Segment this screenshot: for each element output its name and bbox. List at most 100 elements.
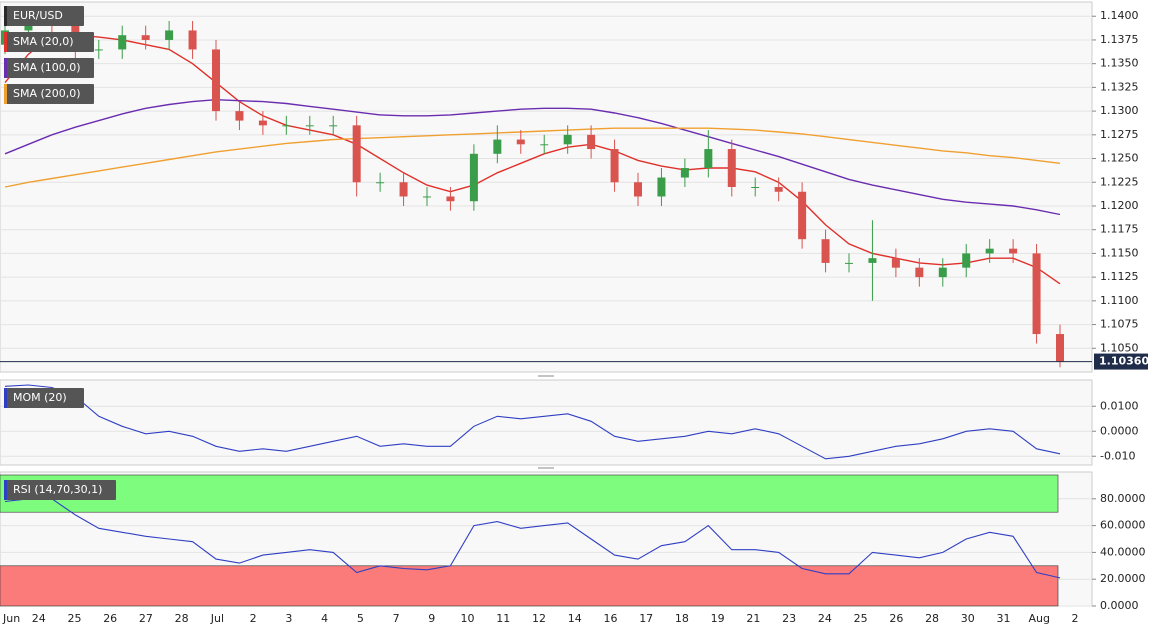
- x-tick-label: 31: [997, 612, 1011, 625]
- candle-body: [915, 267, 924, 278]
- x-tick-label: 10: [461, 612, 475, 625]
- y-tick-label: 1.1350: [1100, 57, 1139, 70]
- x-tick-label: 17: [639, 612, 653, 625]
- indicator-line: [4, 384, 1061, 460]
- x-tick-label: 23: [782, 612, 796, 625]
- x-tick-label: 24: [818, 612, 832, 625]
- x-tick-label: 27: [139, 612, 153, 625]
- legend-swatch: [4, 58, 7, 78]
- candle-body: [235, 111, 244, 121]
- x-tick-label: Aug: [1029, 612, 1050, 625]
- y-tick-label: 1.1325: [1100, 80, 1139, 93]
- price-panel: [0, 1, 1093, 373]
- legend-label: SMA (100,0): [13, 61, 81, 74]
- overbought-zone: [0, 474, 1059, 513]
- candle-body: [1056, 334, 1064, 362]
- y-tick-label: 0.0100: [1100, 399, 1139, 412]
- candle-body: [1009, 248, 1018, 254]
- x-tick-label: 30: [961, 612, 975, 625]
- legend-label: SMA (20,0): [13, 35, 74, 48]
- legend-label: MOM (20): [13, 391, 67, 404]
- sma-line: [4, 127, 1061, 188]
- y-tick-label: -0.010: [1100, 449, 1135, 462]
- x-tick-label: 19: [711, 612, 725, 625]
- candle-body: [891, 258, 900, 268]
- candle-body: [845, 262, 853, 264]
- x-tick-label: 11: [496, 612, 510, 625]
- candle-body: [376, 182, 385, 184]
- legend-item: RSI (14,70,30,1): [4, 480, 116, 500]
- legend-box: [4, 480, 116, 500]
- legend-swatch: [4, 6, 7, 26]
- x-tick-label: 18: [675, 612, 689, 625]
- candle-body: [282, 125, 291, 127]
- candle-body: [141, 35, 150, 40]
- legend-item: SMA (200,0): [4, 84, 94, 104]
- x-tick-label: 5: [357, 612, 364, 625]
- candle-body: [212, 49, 220, 112]
- candle-body: [540, 144, 549, 146]
- candle-body: [798, 191, 807, 240]
- candle-body: [563, 134, 572, 145]
- candle-body: [727, 149, 736, 187]
- x-tick-label: 28: [175, 612, 189, 625]
- x-tick-label: 26: [103, 612, 117, 625]
- y-tick-label: 0.0000: [1100, 424, 1139, 437]
- y-tick-label: 20.0000: [1100, 572, 1146, 585]
- legend-swatch: [4, 480, 7, 500]
- oversold-zone: [0, 565, 1059, 607]
- candle-body: [680, 168, 689, 178]
- x-tick-label: 25: [67, 612, 81, 625]
- legend-swatch: [4, 32, 7, 52]
- x-tick-label: 16: [603, 612, 617, 625]
- candle-body: [962, 253, 971, 268]
- legend-swatch: [4, 84, 7, 104]
- y-tick-label: 40.0000: [1100, 545, 1146, 558]
- y-tick-label: 1.1400: [1100, 9, 1139, 22]
- y-tick-label: 1.1225: [1100, 175, 1139, 188]
- sma-line: [4, 98, 1061, 216]
- sma-line: [4, 34, 1061, 285]
- candle-body: [165, 30, 174, 40]
- candle-body: [938, 267, 947, 278]
- candle-body: [587, 134, 596, 150]
- y-tick-label: 1.1250: [1100, 152, 1139, 165]
- x-tick-label: 7: [393, 612, 400, 625]
- candle-body: [399, 182, 408, 197]
- candle-body: [352, 125, 361, 183]
- x-tick-label: Jul: [210, 612, 224, 625]
- y-tick-label: 0.0000: [1100, 599, 1139, 612]
- mom-panel: [0, 379, 1093, 466]
- legend-label: SMA (200,0): [13, 87, 81, 100]
- candle-body: [985, 248, 994, 254]
- candle-body: [704, 149, 713, 169]
- candle-body: [868, 258, 877, 263]
- y-tick-label: 1.1100: [1100, 294, 1139, 307]
- legend-item: SMA (20,0): [4, 32, 94, 52]
- candle-body: [493, 139, 502, 154]
- candle-body: [258, 120, 267, 126]
- y-tick-label: 60.0000: [1100, 519, 1146, 532]
- candle-body: [423, 196, 431, 198]
- candle-body: [610, 149, 619, 183]
- candle-body: [657, 177, 666, 197]
- x-tick-label: 12: [532, 612, 546, 625]
- x-tick-label: 21: [746, 612, 760, 625]
- y-tick-label: 1.1125: [1100, 270, 1139, 283]
- candle-body: [751, 187, 760, 188]
- candle-body: [188, 30, 197, 50]
- x-tick-label: 2: [1072, 612, 1079, 625]
- legend-box: [4, 84, 94, 104]
- indicator-line: [4, 498, 1061, 579]
- x-tick-label: 26: [889, 612, 903, 625]
- y-tick-label: 1.1375: [1100, 33, 1139, 46]
- x-tick-label: 4: [321, 612, 328, 625]
- candle-body: [516, 139, 525, 145]
- legend-label: EUR/USD: [13, 9, 63, 22]
- y-tick-label: 1.1075: [1100, 318, 1139, 331]
- legend-item: SMA (100,0): [4, 58, 94, 78]
- legend-box: [4, 58, 94, 78]
- y-tick-label: 1.1150: [1100, 246, 1139, 259]
- candle-body: [634, 182, 642, 197]
